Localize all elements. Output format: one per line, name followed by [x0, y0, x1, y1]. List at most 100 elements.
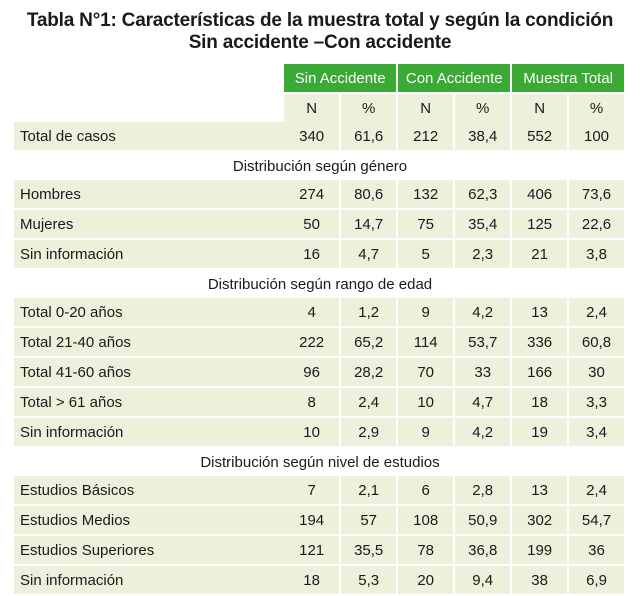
cell-percent: 35,5	[341, 536, 399, 566]
subheader-blank-cell	[14, 94, 284, 122]
cell-percent: 3,4	[569, 418, 626, 448]
cell-percent: 4,2	[455, 298, 513, 328]
row-label: Sin información	[14, 418, 285, 448]
cell-percent: 4,7	[341, 240, 399, 270]
cell-n: 114	[398, 328, 456, 358]
row-label: Sin información	[14, 566, 285, 596]
cell-percent: 2,4	[341, 388, 399, 418]
cell-percent: 38,4	[455, 122, 513, 152]
cell-n: 4	[284, 298, 342, 328]
table-row: Sin información 16 4,7 5 2,3 21 3,8	[14, 240, 626, 270]
cell-n: 340	[284, 122, 342, 152]
section-heading-row: Distribución según rango de edad	[14, 270, 626, 298]
cell-n: 96	[284, 358, 342, 388]
cell-percent: 2,4	[569, 298, 626, 328]
row-label: Total de casos	[14, 122, 285, 152]
cell-percent: 2,4	[569, 476, 626, 506]
table-row: Hombres 274 80,6 132 62,3 406 73,6	[14, 180, 626, 210]
title-line-2: Sin accidente –Con accidente	[188, 32, 452, 53]
cell-n: 212	[398, 122, 456, 152]
cell-percent: 28,2	[341, 358, 399, 388]
row-label: Total 0-20 años	[14, 298, 285, 328]
cell-n: 78	[398, 536, 456, 566]
cell-n: 10	[284, 418, 342, 448]
cell-n: 199	[512, 536, 570, 566]
cell-n: 108	[398, 506, 456, 536]
cell-percent: 3,3	[569, 388, 626, 418]
table-row: Total 21-40 años 222 65,2 114 53,7 336 60,8	[14, 328, 626, 358]
cell-n: 16	[284, 240, 342, 270]
cell-percent: 36,8	[455, 536, 513, 566]
data-table: Sin Accidente Con Accidente Muestra Tota…	[14, 64, 626, 596]
title-line-1: Tabla N°1: Características de la muestra…	[26, 10, 614, 31]
cell-percent: 3,8	[569, 240, 626, 270]
cell-percent: 73,6	[569, 180, 626, 210]
group-header-muestra-total: Muestra Total	[512, 64, 626, 94]
cell-percent: 65,2	[341, 328, 399, 358]
row-label: Total 21-40 años	[14, 328, 285, 358]
cell-n: 194	[284, 506, 342, 536]
table-row: Estudios Básicos 7 2,1 6 2,8 13 2,4	[14, 476, 626, 506]
cell-n: 336	[512, 328, 570, 358]
row-label: Total 41-60 años	[14, 358, 285, 388]
cell-percent: 22,6	[569, 210, 626, 240]
cell-percent: 4,7	[455, 388, 513, 418]
cell-n: 9	[398, 298, 456, 328]
table-title: Tabla N°1: Características de la muestra…	[0, 0, 640, 54]
cell-percent: 6,9	[569, 566, 626, 596]
cell-n: 9	[398, 418, 456, 448]
cell-percent: 36	[569, 536, 626, 566]
cell-percent: 2,8	[455, 476, 513, 506]
cell-n: 50	[284, 210, 342, 240]
cell-n: 21	[512, 240, 570, 270]
section-heading: Distribución según género	[14, 152, 626, 180]
table-row: Estudios Medios 194 57 108 50,9 302 54,7	[14, 506, 626, 536]
cell-percent: 60,8	[569, 328, 626, 358]
table-row: Sin información 18 5,3 20 9,4 38 6,9	[14, 566, 626, 596]
cell-percent: 30	[569, 358, 626, 388]
section-heading: Distribución según rango de edad	[14, 270, 626, 298]
row-label: Estudios Básicos	[14, 476, 285, 506]
cell-percent: 80,6	[341, 180, 399, 210]
cell-n: 19	[512, 418, 570, 448]
section-heading: Distribución según nivel de estudios	[14, 448, 626, 476]
cell-percent: 53,7	[455, 328, 513, 358]
cell-n: 6	[398, 476, 456, 506]
cell-percent: 2,3	[455, 240, 513, 270]
row-label: Estudios Superiores	[14, 536, 285, 566]
cell-n: 274	[284, 180, 342, 210]
group-header-con-accidente: Con Accidente	[398, 64, 513, 94]
cell-n: 166	[512, 358, 570, 388]
cell-percent: 62,3	[455, 180, 513, 210]
subheader-n: N	[398, 94, 456, 122]
header-blank-cell	[14, 64, 285, 94]
group-header-row: Sin Accidente Con Accidente Muestra Tota…	[14, 64, 626, 94]
subheader-n: N	[284, 94, 342, 122]
section-heading-row: Distribución según género	[14, 152, 626, 180]
cell-n: 121	[284, 536, 342, 566]
cell-n: 13	[512, 476, 570, 506]
row-label: Sin información	[14, 240, 285, 270]
table-row: Mujeres 50 14,7 75 35,4 125 22,6	[14, 210, 626, 240]
cell-percent: 100	[569, 122, 626, 152]
cell-n: 10	[398, 388, 456, 418]
cell-n: 7	[284, 476, 342, 506]
section-heading-row: Distribución según nivel de estudios	[14, 448, 626, 476]
cell-n: 552	[512, 122, 570, 152]
cell-percent: 4,2	[455, 418, 513, 448]
row-label: Hombres	[14, 180, 285, 210]
table-row: Total > 61 años 8 2,4 10 4,7 18 3,3	[14, 388, 626, 418]
cell-n: 18	[284, 566, 342, 596]
subheader-percent: %	[569, 94, 626, 122]
row-label: Total > 61 años	[14, 388, 285, 418]
group-header-sin-accidente: Sin Accidente	[284, 64, 399, 94]
cell-percent: 57	[341, 506, 399, 536]
cell-n: 5	[398, 240, 456, 270]
cell-percent: 35,4	[455, 210, 513, 240]
cell-n: 38	[512, 566, 570, 596]
cell-percent: 5,3	[341, 566, 399, 596]
cell-percent: 1,2	[341, 298, 399, 328]
cell-percent: 2,9	[341, 418, 399, 448]
cell-n: 406	[512, 180, 570, 210]
